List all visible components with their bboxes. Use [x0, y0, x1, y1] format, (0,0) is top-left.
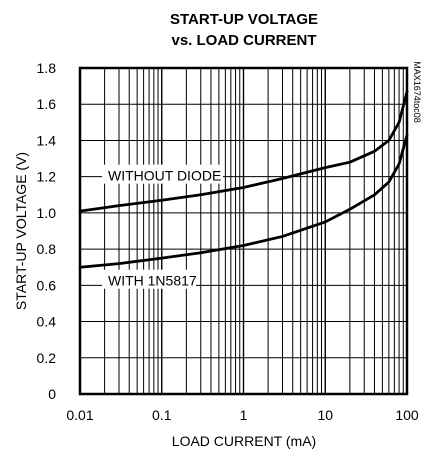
series-line-with-1n5817: [78, 133, 409, 269]
grid: [80, 68, 407, 394]
plot-frame: [78, 66, 409, 396]
x-tick-label: 0.1: [152, 407, 172, 423]
chart-code-watermark: MAX1674toc08: [412, 61, 422, 123]
y-tick-label: 1.4: [37, 132, 57, 148]
y-tick-label: 0.4: [37, 314, 57, 330]
series-label-background: [101, 164, 223, 184]
x-tick-label: 1: [240, 407, 248, 423]
y-tick-label: 0.2: [37, 350, 57, 366]
series-label-background: [101, 269, 196, 289]
y-tick-label: 1.0: [37, 205, 57, 221]
series-lines: [78, 90, 409, 269]
x-tick-label: 10: [317, 407, 333, 423]
series-line-without-diode: [78, 90, 409, 213]
y-tick-label: 1.8: [37, 60, 57, 76]
y-tick-label: 1.6: [37, 96, 57, 112]
y-axis-label: START-UP VOLTAGE (V): [13, 152, 29, 310]
y-tick-labels: 0 0.2 0.4 0.6 0.8 1.0 1.2 1.4 1.6 1.8: [37, 60, 57, 402]
x-tick-labels: 0.01 0.1 1 10 100: [66, 407, 419, 423]
y-tick-label: 0.6: [37, 277, 57, 293]
chart-title-line2: vs. LOAD CURRENT: [171, 32, 316, 49]
y-tick-label: 0: [48, 386, 56, 402]
series-labels: WITHOUT DIODE WITH 1N5817: [101, 164, 223, 289]
series-label-with-1n5817: WITH 1N5817: [108, 273, 197, 289]
chart-title-line1: START-UP VOLTAGE: [170, 11, 318, 28]
series-label-without-diode: WITHOUT DIODE: [108, 168, 221, 184]
y-tick-label: 1.2: [37, 169, 57, 185]
x-tick-label: 0.01: [66, 407, 93, 423]
y-tick-label: 0.8: [37, 241, 57, 257]
x-axis-label: LOAD CURRENT (mA): [172, 433, 316, 449]
x-tick-label: 100: [395, 407, 419, 423]
